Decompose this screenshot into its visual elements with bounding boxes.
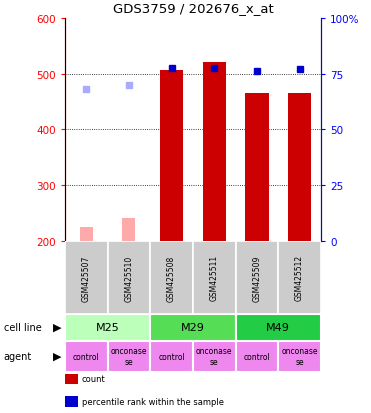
Text: count: count bbox=[82, 374, 105, 383]
Text: GSM425512: GSM425512 bbox=[295, 255, 304, 301]
Bar bbox=[150, 341, 193, 372]
Bar bbox=[245, 94, 269, 242]
Text: onconase
se: onconase se bbox=[281, 347, 318, 366]
Bar bbox=[236, 314, 321, 341]
Bar bbox=[150, 314, 236, 341]
Bar bbox=[65, 242, 108, 314]
Bar bbox=[193, 341, 236, 372]
Text: control: control bbox=[158, 352, 185, 361]
Text: GSM425509: GSM425509 bbox=[252, 254, 262, 301]
Text: M29: M29 bbox=[181, 322, 205, 332]
Bar bbox=[236, 242, 278, 314]
Bar bbox=[122, 218, 135, 242]
Bar bbox=[108, 242, 150, 314]
Text: GSM425511: GSM425511 bbox=[210, 255, 219, 301]
Bar bbox=[278, 242, 321, 314]
Bar bbox=[80, 228, 93, 242]
Bar bbox=[288, 94, 311, 242]
Bar bbox=[278, 341, 321, 372]
Text: agent: agent bbox=[4, 351, 32, 361]
Text: control: control bbox=[73, 352, 100, 361]
Text: onconase
se: onconase se bbox=[196, 347, 233, 366]
Text: GSM425510: GSM425510 bbox=[124, 255, 134, 301]
Text: control: control bbox=[243, 352, 270, 361]
Title: GDS3759 / 202676_x_at: GDS3759 / 202676_x_at bbox=[112, 2, 273, 14]
Bar bbox=[203, 63, 226, 242]
Text: GSM425508: GSM425508 bbox=[167, 255, 176, 301]
Bar bbox=[108, 341, 150, 372]
Bar bbox=[65, 314, 150, 341]
Bar bbox=[236, 341, 278, 372]
Text: ▶: ▶ bbox=[53, 322, 62, 332]
Text: GSM425507: GSM425507 bbox=[82, 254, 91, 301]
Bar bbox=[193, 242, 236, 314]
Text: cell line: cell line bbox=[4, 322, 45, 332]
Bar bbox=[65, 341, 108, 372]
Text: M25: M25 bbox=[96, 322, 119, 332]
Bar bbox=[160, 71, 183, 242]
Text: ▶: ▶ bbox=[53, 351, 62, 361]
Text: percentile rank within the sample: percentile rank within the sample bbox=[82, 397, 224, 406]
Text: M49: M49 bbox=[266, 322, 290, 332]
Bar bbox=[150, 242, 193, 314]
Text: onconase
se: onconase se bbox=[111, 347, 147, 366]
